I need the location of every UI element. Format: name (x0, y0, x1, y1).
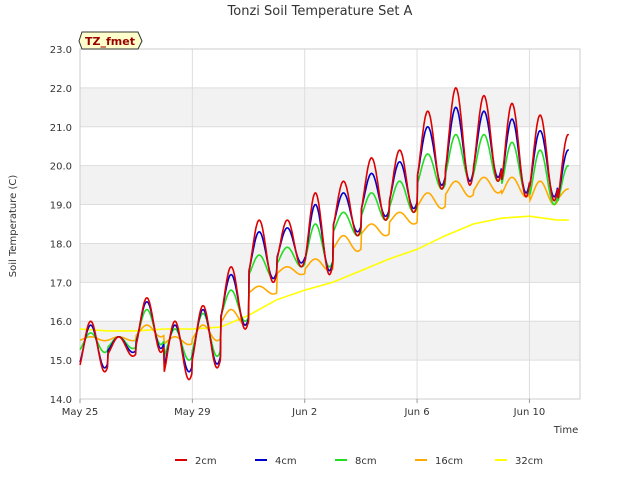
y-tick-label: 14.0 (50, 395, 72, 406)
y-tick-label: 16.0 (50, 317, 72, 328)
series-layer (79, 86, 570, 381)
plot-frame (79, 48, 581, 400)
legend-label: 32cm (515, 456, 543, 467)
x-tick-label: Jun 10 (513, 407, 546, 418)
y-tick-label: 15.0 (50, 356, 72, 367)
band (80, 165, 580, 205)
annotation-text: TZ_fmet (85, 35, 135, 48)
legend-label: 2cm (195, 456, 217, 467)
series-line-2cm (79, 86, 570, 381)
y-tick-label: 23.0 (50, 45, 72, 56)
y-tick-label: 18.0 (50, 239, 72, 250)
series-line-32cm (79, 215, 569, 332)
legend-label: 16cm (435, 456, 463, 467)
y-tick-label: 20.0 (50, 162, 72, 173)
chart-title: Tonzi Soil Temperature Set A (227, 4, 413, 19)
band (80, 87, 580, 127)
x-tick-label: May 25 (62, 407, 99, 418)
x-axis-label: Time (553, 425, 578, 436)
legend-label: 8cm (355, 456, 377, 467)
x-tick-label: Jun 2 (291, 407, 317, 418)
legend-label: 4cm (275, 456, 297, 467)
background-bands (80, 87, 580, 361)
y-axis-ticks: 14.0 15.0 16.0 17.0 18.0 19.0 20.0 21.0 22.0 23.0 (50, 45, 72, 406)
annotation-box: TZ_fmet (78, 31, 143, 50)
x-axis-ticks: May 25 May 29 Jun 2 Jun 6 Jun 10 (62, 399, 545, 418)
x-tick-label: May 29 (174, 407, 211, 418)
y-tick-label: 17.0 (50, 278, 72, 289)
y-tick-label: 21.0 (50, 123, 72, 134)
x-tick-label: Jun 6 (403, 407, 429, 418)
y-axis-label: Soil Temperature (C) (8, 175, 19, 278)
band (80, 243, 580, 283)
legend: 2cm 4cm 8cm 16cm 32cm (175, 456, 543, 467)
y-tick-label: 22.0 (50, 84, 72, 95)
y-tick-label: 19.0 (50, 201, 72, 212)
annotation-shape (78, 31, 143, 50)
series-line-16cm (79, 176, 569, 346)
